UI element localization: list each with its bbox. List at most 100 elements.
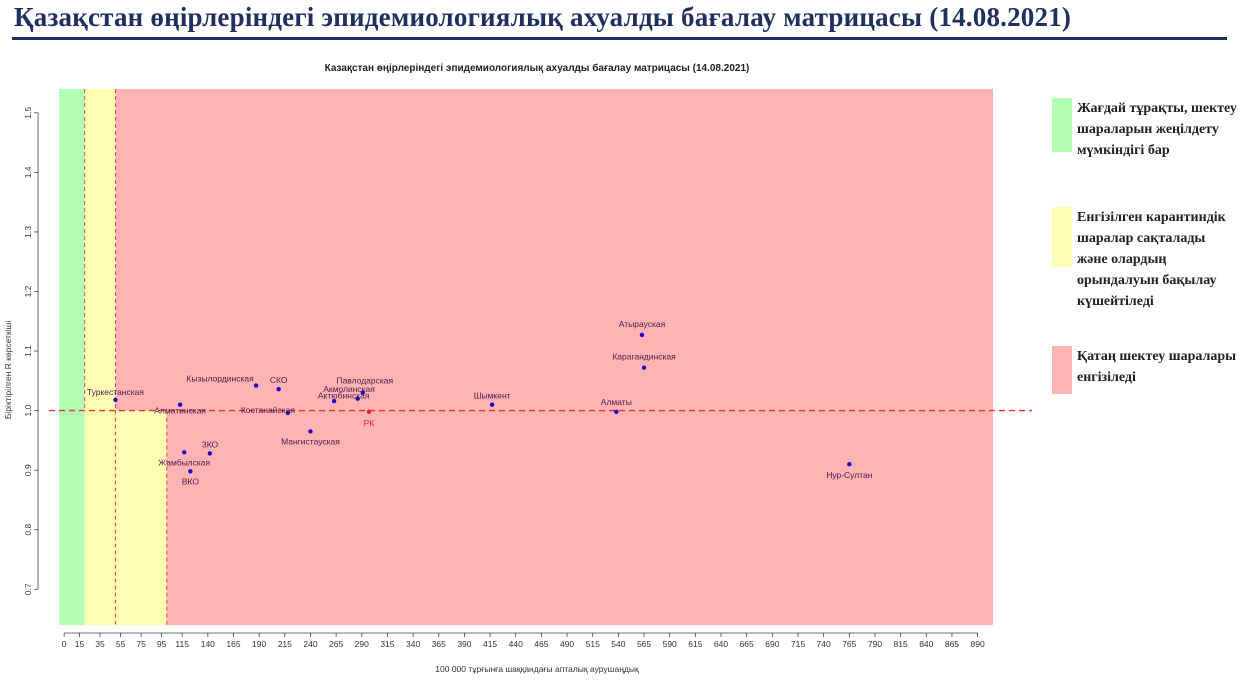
- x-tick-label-28: 665: [740, 639, 754, 649]
- point-label-14: Алматы: [601, 397, 632, 407]
- y-tick-label-3: 1.0: [23, 404, 33, 416]
- x-tick-label-11: 240: [303, 639, 317, 649]
- x-tick-label-6: 115: [175, 639, 189, 649]
- x-tick-label-25: 590: [663, 639, 677, 649]
- page-title: Қазақстан өңірлеріндегі эпидемиологиялық…: [14, 2, 1072, 32]
- legend-text-yellow: Енгізілген карантиндік шаралар сақталады…: [1077, 210, 1226, 309]
- title-underline: [12, 37, 1227, 40]
- point-label-17: Нур-Султан: [826, 470, 873, 480]
- y-tick-label-8: 1.5: [23, 107, 33, 119]
- x-tick-label-36: 865: [945, 639, 959, 649]
- x-tick-label-26: 615: [688, 639, 702, 649]
- point-6: [360, 390, 366, 395]
- axes: 0 15 35 55 75 95 115 140 165 190 215 240 265 290 315 34…: [23, 107, 985, 649]
- x-tick-label-35: 840: [919, 639, 933, 649]
- y-tick-label-0: 0.7: [23, 583, 33, 595]
- x-tick-label-3: 55: [116, 639, 126, 649]
- point-13: [489, 402, 495, 407]
- point-label-3: СКО: [270, 375, 288, 385]
- point-1: [177, 402, 183, 407]
- point-label-7: Актюбинская: [318, 391, 370, 401]
- x-tick-label-17: 390: [457, 639, 471, 649]
- zone-4: [166, 410, 993, 625]
- x-tick-label-5: 95: [157, 639, 167, 649]
- x-tick-label-12: 265: [329, 639, 343, 649]
- points-layer: Туркестанская Алматинская Кызылординская СК…: [87, 319, 873, 486]
- legend-swatch-yellow: [1052, 207, 1072, 267]
- threshold-lines: [49, 89, 1032, 625]
- x-tick-label-8: 165: [226, 639, 240, 649]
- point-15: [639, 332, 645, 338]
- point-17: [847, 462, 852, 467]
- point-label-8: РК: [364, 418, 375, 428]
- point-label-5: Акмолинская: [323, 384, 375, 394]
- point-label-4: Костанайская: [241, 405, 296, 415]
- zone-0: [59, 89, 85, 625]
- point-0: [113, 397, 118, 403]
- legend-swatch-red: [1052, 346, 1072, 394]
- x-tick-label-34: 815: [894, 639, 908, 649]
- x-tick-label-14: 315: [380, 639, 394, 649]
- y-tick-label-5: 1.2: [23, 285, 33, 297]
- x-tick-label-37: 890: [971, 639, 985, 649]
- x-tick-label-29: 690: [765, 639, 779, 649]
- point-4: [285, 410, 291, 416]
- x-tick-label-31: 740: [817, 639, 831, 649]
- x-tick-label-32: 765: [842, 639, 856, 649]
- y-tick-label-4: 1.1: [23, 345, 33, 357]
- point-12: [188, 469, 193, 474]
- zone-1: [84, 89, 116, 625]
- x-tick-label-27: 640: [714, 639, 728, 649]
- chart-title: Казақстан өңірлеріндегі эпидемиологиялық…: [325, 62, 750, 74]
- point-3: [276, 386, 281, 392]
- y-tick-label-2: 0.9: [23, 464, 33, 476]
- point-9: [308, 429, 313, 434]
- x-tick-label-33: 790: [868, 639, 882, 649]
- point-10: [207, 451, 213, 456]
- point-2: [253, 383, 259, 388]
- point-8: [366, 409, 372, 414]
- x-tick-label-18: 415: [483, 639, 497, 649]
- y-tick-label-7: 1.4: [23, 166, 33, 178]
- legend-swatch-green: [1052, 98, 1072, 152]
- point-label-16: Карагандинская: [612, 352, 676, 362]
- point-16: [641, 365, 647, 370]
- point-5: [331, 398, 337, 404]
- point-14: [614, 409, 619, 414]
- legend-red: Қатаң шектеу шаралары енгізіледі: [1052, 346, 1238, 412]
- point-11: [182, 450, 187, 455]
- x-tick-label-4: 75: [136, 639, 146, 649]
- x-tick-label-23: 540: [611, 639, 625, 649]
- legend-text-green: Жағдай тұрақты, шектеу шараларын жеңілде…: [1077, 101, 1237, 158]
- point-label-15: Атырауская: [619, 319, 666, 329]
- x-tick-label-21: 490: [560, 639, 574, 649]
- point-label-11: Жамбылская: [158, 457, 210, 467]
- point-label-9: Мангистауская: [281, 436, 340, 446]
- x-tick-label-22: 515: [586, 639, 600, 649]
- x-tick-label-20: 465: [534, 639, 548, 649]
- zone-3: [115, 89, 993, 411]
- x-tick-label-19: 440: [509, 639, 523, 649]
- x-axis-label: 100 000 тұрғынға шаққандағы апталық ауру…: [435, 664, 639, 674]
- zone-2: [115, 410, 167, 625]
- legend-yellow: Енгізілген карантиндік шаралар сақталады…: [1052, 207, 1238, 327]
- legend-text-red: Қатаң шектеу шаралары енгізіледі: [1077, 349, 1237, 385]
- point-label-6: Павлодарская: [336, 376, 393, 386]
- zones-layer: [59, 89, 993, 625]
- x-tick-label-16: 365: [432, 639, 446, 649]
- x-tick-label-15: 340: [406, 639, 420, 649]
- point-label-12: ВКО: [182, 476, 200, 486]
- x-tick-label-24: 565: [637, 639, 651, 649]
- x-tick-label-2: 35: [95, 639, 105, 649]
- point-7: [355, 396, 360, 401]
- y-axis-label: Біріктірілген R көрсеткіші: [3, 321, 13, 420]
- point-label-10: ЗКО: [202, 439, 219, 449]
- legend-green: Жағдай тұрақты, шектеу шараларын жеңілде…: [1052, 98, 1238, 182]
- x-tick-label-9: 190: [252, 639, 266, 649]
- x-tick-label-0: 0: [62, 639, 67, 649]
- x-tick-label-13: 290: [355, 639, 369, 649]
- y-tick-label-1: 0.8: [23, 524, 33, 536]
- scatter-chart: Казақстан өңірлеріндегі эпидемиологиялық…: [3, 62, 1032, 674]
- x-tick-label-10: 215: [278, 639, 292, 649]
- x-tick-label-1: 15: [75, 639, 85, 649]
